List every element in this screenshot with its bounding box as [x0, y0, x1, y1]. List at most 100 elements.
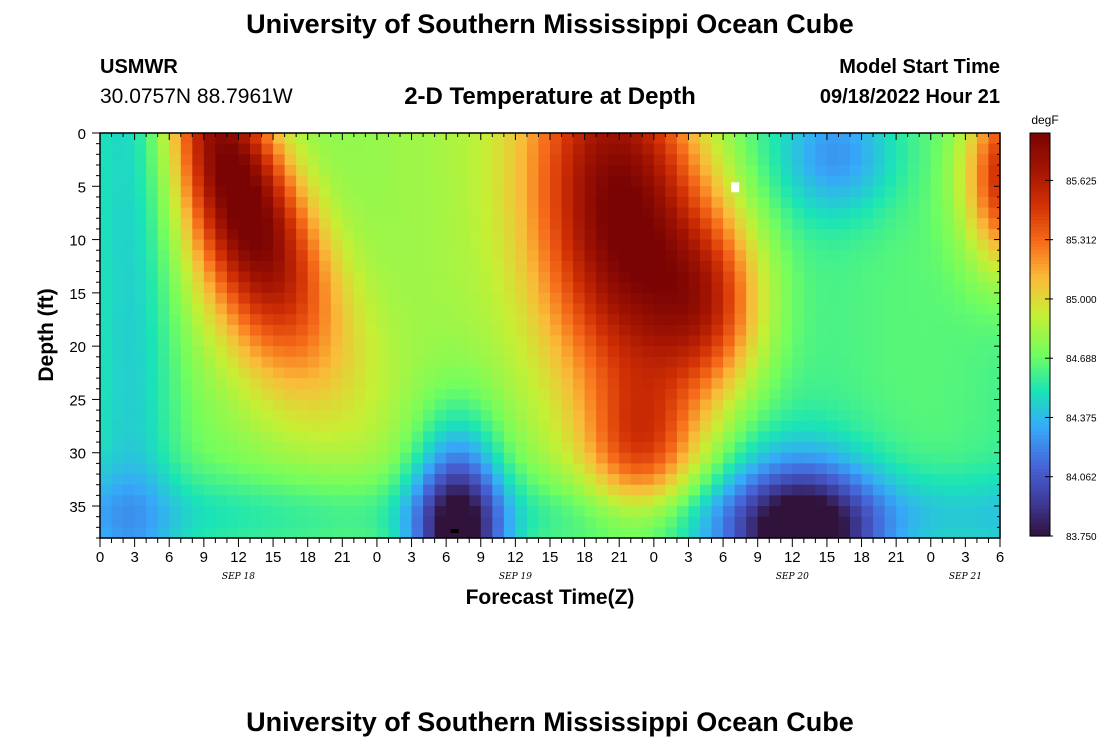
heatmap-cell — [100, 186, 113, 198]
colorbar-segment — [1030, 509, 1050, 514]
heatmap-cell — [273, 399, 286, 411]
heatmap-cell — [919, 442, 932, 454]
heatmap-cell — [850, 527, 863, 539]
heatmap-cell — [296, 154, 309, 166]
heatmap-cell — [907, 143, 920, 155]
heatmap-cell — [596, 431, 609, 443]
heatmap-cell — [630, 431, 643, 443]
heatmap-cell — [711, 346, 724, 358]
heatmap-cell — [653, 484, 666, 496]
heatmap-cell — [319, 186, 332, 198]
heatmap-cell — [169, 474, 182, 486]
colorbar-segment — [1030, 300, 1050, 305]
heatmap-cell — [873, 388, 886, 401]
heatmap-cell — [630, 356, 643, 369]
heatmap-cell — [215, 506, 228, 518]
heatmap-cell — [965, 314, 978, 326]
x-tick-label: 18 — [853, 549, 870, 566]
heatmap-cell — [930, 420, 943, 433]
heatmap-cell — [746, 164, 759, 177]
heatmap-cell — [192, 282, 205, 294]
heatmap-cell — [342, 410, 355, 422]
heatmap-cell — [100, 303, 113, 315]
heatmap-cell — [146, 452, 159, 464]
heatmap-cell — [111, 388, 124, 401]
heatmap-cell — [896, 410, 909, 422]
heatmap-cell — [111, 452, 124, 464]
heatmap-cell — [469, 260, 482, 273]
heatmap-cell — [284, 207, 297, 219]
colorbar-segment — [1030, 388, 1050, 393]
heatmap-cell — [492, 154, 505, 166]
x-tick-label: 12 — [230, 549, 247, 566]
heatmap-cell — [261, 378, 274, 390]
heatmap-cell — [307, 442, 320, 454]
heatmap-cell — [146, 410, 159, 422]
heatmap-cell — [376, 228, 390, 241]
colorbar-segment — [1030, 361, 1050, 366]
heatmap-cell — [169, 463, 182, 475]
heatmap-cell — [376, 154, 390, 166]
heatmap-cell — [434, 474, 447, 486]
heatmap-cell — [930, 164, 943, 177]
heatmap-cell — [607, 335, 620, 347]
heatmap-cell — [203, 260, 216, 273]
chart-title: 2-D Temperature at Depth — [404, 83, 696, 110]
heatmap-cell — [573, 218, 586, 230]
heatmap-cell — [284, 410, 297, 422]
heatmap-cell — [180, 196, 193, 209]
heatmap-cell — [757, 143, 770, 155]
heatmap-cell — [273, 154, 286, 166]
heatmap-cell — [134, 420, 147, 433]
heatmap-cell — [688, 207, 701, 219]
heatmap-cell — [480, 260, 493, 273]
heatmap-cell — [111, 410, 124, 422]
heatmap-cell — [157, 228, 170, 241]
heatmap-cell — [976, 228, 990, 241]
heatmap-cell — [342, 218, 355, 230]
heatmap-cell — [550, 292, 563, 305]
heatmap-cell — [226, 250, 240, 262]
heatmap-cell — [526, 431, 540, 443]
heatmap-cell — [607, 506, 620, 518]
heatmap-cell — [226, 292, 240, 305]
heatmap-cell — [965, 346, 978, 358]
heatmap-cell — [561, 207, 574, 219]
heatmap-cell — [930, 218, 943, 230]
heatmap-cell — [688, 388, 701, 401]
heatmap-cell — [192, 207, 205, 219]
heatmap-cell — [146, 175, 159, 187]
heatmap-cell — [307, 186, 320, 198]
heatmap-cell — [942, 218, 955, 230]
heatmap-cell — [503, 484, 516, 496]
heatmap-cell — [815, 292, 828, 305]
heatmap-cell — [423, 154, 436, 166]
heatmap-cell — [434, 133, 447, 145]
heatmap-cell — [169, 378, 182, 390]
heatmap-cell — [953, 527, 966, 539]
heatmap-cell — [192, 431, 205, 443]
heatmap-cell — [169, 431, 182, 443]
heatmap-cell — [653, 527, 666, 539]
heatmap-cell — [319, 346, 332, 358]
heatmap-cell — [146, 474, 159, 486]
heatmap-cell — [192, 452, 205, 464]
heatmap-cell — [884, 228, 897, 241]
heatmap-cell — [723, 303, 736, 315]
heatmap-cell — [734, 271, 747, 283]
heatmap-cell — [284, 303, 297, 315]
heatmap-cell — [457, 388, 470, 401]
heatmap-cell — [284, 271, 297, 283]
heatmap-cell — [273, 324, 286, 337]
heatmap-cell — [896, 378, 909, 390]
heatmap-cell — [307, 388, 320, 401]
heatmap-cell — [769, 186, 782, 198]
heatmap-cell — [157, 260, 170, 273]
heatmap-cell — [850, 356, 863, 369]
heatmap-cell — [526, 463, 540, 475]
heatmap-cell — [250, 271, 263, 283]
heatmap-cell — [976, 495, 990, 507]
heatmap-cell — [965, 164, 978, 177]
heatmap-cell — [676, 250, 690, 262]
heatmap-cell — [688, 356, 701, 369]
